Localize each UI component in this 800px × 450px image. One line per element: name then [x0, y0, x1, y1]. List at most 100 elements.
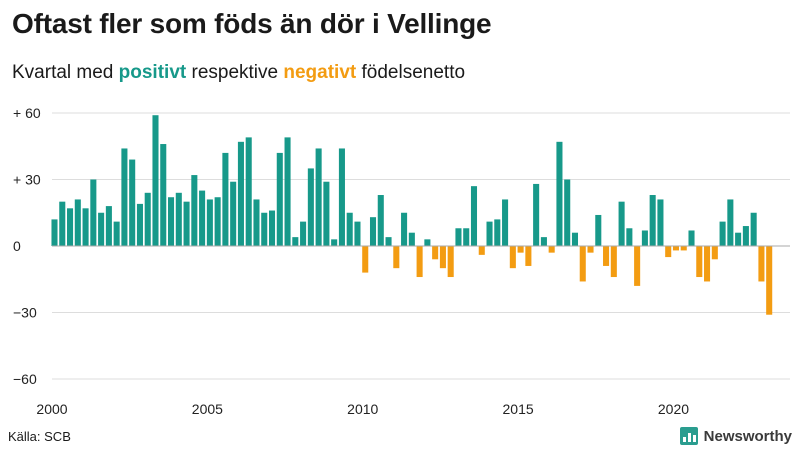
bar-negative	[362, 246, 369, 273]
bar-positive	[59, 201, 66, 246]
bar-positive	[245, 137, 252, 246]
bar-negative	[416, 246, 423, 278]
bar-positive	[253, 199, 260, 246]
bar-positive	[742, 226, 749, 246]
subtitle-negative-word: negativt	[283, 62, 357, 83]
bar-positive	[191, 175, 198, 246]
bar-positive	[175, 192, 182, 246]
bar-positive	[268, 210, 276, 246]
bar-positive	[735, 232, 742, 246]
bar-negative	[634, 246, 641, 286]
bar-positive	[641, 230, 648, 246]
bar-negative	[439, 246, 446, 269]
bar-positive	[152, 115, 159, 246]
bar-positive	[595, 214, 602, 246]
bar-positive	[105, 206, 112, 246]
bar-positive	[276, 152, 283, 246]
subtitle-text-middle: respektive	[186, 62, 284, 83]
bar-positive	[144, 192, 151, 246]
bar-positive	[556, 141, 563, 246]
brand-name: Newsworthy	[703, 427, 792, 445]
y-tick-label: + 30	[13, 172, 41, 188]
bar-positive	[727, 199, 734, 246]
bar-positive	[206, 199, 213, 246]
bar-positive	[502, 199, 509, 246]
chart-subtitle: Kvartal med positivt respektive negativt…	[12, 62, 465, 84]
bar-negative	[696, 246, 703, 278]
bar-positive	[214, 197, 221, 246]
bar-positive	[377, 195, 384, 246]
bar-positive	[688, 230, 695, 246]
bar-positive	[626, 228, 633, 246]
source-note: Källa: SCB	[8, 429, 71, 444]
bar-positive	[199, 190, 206, 246]
bar-positive	[657, 199, 664, 246]
bar-positive	[346, 212, 353, 246]
bar-negative	[525, 246, 532, 266]
bar-positive	[408, 232, 415, 246]
bar-positive	[113, 221, 120, 246]
chart-title: Oftast fler som föds än dör i Vellinge	[12, 8, 492, 39]
subtitle-text-end: födelsenetto	[356, 62, 466, 83]
bar-negative	[758, 246, 765, 282]
x-tick-label: 2015	[503, 401, 534, 417]
bar-negative	[579, 246, 586, 282]
bar-positive	[385, 237, 392, 246]
bar-positive	[540, 237, 547, 246]
bar-positive	[307, 168, 314, 246]
bar-negative	[672, 246, 680, 251]
bar-positive	[136, 203, 143, 246]
x-tick-label: 2005	[192, 401, 223, 417]
bar-negative	[704, 246, 711, 282]
bar-positive	[470, 186, 478, 246]
bar-positive	[183, 201, 190, 246]
bar-negative	[603, 246, 610, 266]
bar-positive	[230, 181, 237, 246]
x-tick-label: 2010	[347, 401, 378, 417]
bar-negative	[478, 246, 485, 255]
bar-positive	[618, 201, 625, 246]
bar-negative	[432, 246, 439, 260]
newsworthy-logo-icon	[679, 427, 698, 445]
bar-positive	[237, 141, 244, 246]
bar-negative	[517, 246, 524, 253]
bar-positive	[354, 221, 361, 246]
bar-positive	[649, 195, 656, 246]
bar-positive	[401, 212, 408, 246]
bar-positive	[167, 197, 175, 246]
bar-positive	[369, 217, 377, 246]
bar-positive	[51, 219, 58, 246]
y-tick-label: + 60	[13, 105, 41, 121]
bar-positive	[90, 179, 97, 246]
bar-negative	[711, 246, 718, 260]
bar-positive	[82, 208, 89, 246]
bar-negative	[509, 246, 516, 269]
y-tick-label: −60	[13, 371, 37, 387]
bar-positive	[323, 181, 330, 246]
x-tick-label: 2020	[658, 401, 689, 417]
bar-negative	[665, 246, 672, 258]
bar-negative	[447, 246, 454, 278]
brand-logo: Newsworthy	[679, 427, 792, 445]
bar-negative	[393, 246, 400, 269]
bar-positive	[486, 221, 493, 246]
bar-positive	[571, 232, 579, 246]
bar-positive	[222, 152, 229, 246]
bar-positive	[67, 208, 74, 246]
bar-positive	[719, 221, 726, 246]
bar-positive	[284, 137, 291, 246]
bar-negative	[610, 246, 617, 278]
bar-positive	[129, 159, 136, 246]
bar-positive	[121, 148, 128, 246]
subtitle-text-start: Kvartal med	[12, 62, 119, 83]
bar-positive	[463, 228, 470, 246]
x-tick-label: 2000	[36, 401, 67, 417]
bar-positive	[455, 228, 462, 246]
bar-positive	[424, 239, 431, 246]
bar-positive	[98, 212, 105, 246]
bar-positive	[74, 199, 81, 246]
bar-positive	[261, 212, 268, 246]
bar-negative	[587, 246, 594, 253]
bar-negative	[548, 246, 555, 253]
